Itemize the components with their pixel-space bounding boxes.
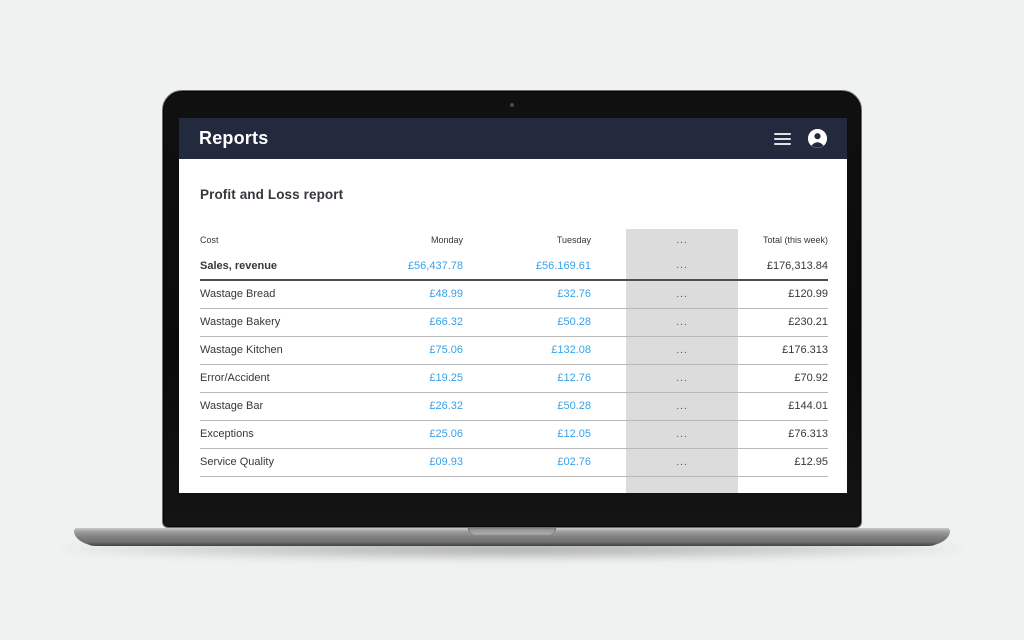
collapsed-cell: ... xyxy=(676,288,688,300)
cost-cell: Error/Accident xyxy=(200,372,270,384)
laptop-screen: Reports Profit and Loss report xyxy=(179,118,847,493)
table-row: Wastage Bar £26.32 £50.28 ... £144.01 xyxy=(200,392,828,420)
collapsed-cell: ... xyxy=(676,372,688,384)
header-actions xyxy=(774,129,827,148)
cost-cell: Wastage Bar xyxy=(200,400,264,412)
monday-cell: £56,437.78 xyxy=(407,259,463,272)
table-row: Exceptions £25.06 £12.05 ... £76.313 xyxy=(200,420,828,448)
tuesday-cell: £12.76 xyxy=(557,372,591,384)
report-page: Profit and Loss report Cost Monday Tuesd… xyxy=(179,159,847,493)
app-header: Reports xyxy=(179,118,847,159)
monday-cell: £66.32 xyxy=(429,316,463,328)
monday-cell: £75.06 xyxy=(429,344,463,356)
table-row: Wastage Bread £48.99 £32.76 ... £120.99 xyxy=(200,280,828,308)
hamburger-menu-icon[interactable] xyxy=(774,132,791,145)
cost-cell: Exceptions xyxy=(200,428,254,440)
table-row: Wastage Kitchen £75.06 £132.08 ... £176.… xyxy=(200,336,828,364)
collapsed-cell: ... xyxy=(676,456,688,468)
cost-cell: Wastage Bakery xyxy=(200,316,281,328)
collapsed-cell: ... xyxy=(676,428,688,440)
collapsed-cell: ... xyxy=(676,316,688,328)
table-row: Sales, revenue £56,437.78 £56.169.61 ...… xyxy=(200,252,828,280)
cost-cell: Sales, revenue xyxy=(200,259,278,272)
profit-loss-table: Cost Monday Tuesday ... Total (this week… xyxy=(200,228,828,477)
column-header-total: Total (this week) xyxy=(762,235,828,245)
cost-cell: Wastage Bread xyxy=(200,288,276,301)
cost-cell: Service Quality xyxy=(200,456,274,468)
laptop-base-notch xyxy=(468,528,556,535)
total-cell: £230.21 xyxy=(788,316,828,328)
monday-cell: £26.32 xyxy=(429,400,463,412)
tuesday-cell: £32.76 xyxy=(557,288,591,301)
collapsed-cell: ... xyxy=(676,400,688,412)
monday-cell: £25.06 xyxy=(429,428,463,440)
total-cell: £176.313 xyxy=(782,344,828,356)
total-cell: £120.99 xyxy=(788,288,828,301)
table-row: Error/Accident £19.25 £12.76 ... £70.92 xyxy=(200,364,828,392)
tuesday-cell: £12.05 xyxy=(557,428,591,440)
app-title: Reports xyxy=(199,128,269,148)
column-header-collapsed: ... xyxy=(676,234,688,246)
column-header-cost: Cost xyxy=(200,235,219,245)
tuesday-cell: £50.28 xyxy=(557,316,591,328)
page-title: Profit and Loss report xyxy=(200,187,344,202)
tuesday-cell: £02.76 xyxy=(557,456,591,468)
table-header-row: Cost Monday Tuesday ... Total (this week… xyxy=(200,228,828,252)
table-row: Service Quality £09.93 £02.76 ... £12.95 xyxy=(200,448,828,476)
total-cell: £76.313 xyxy=(788,428,828,440)
monday-cell: £09.93 xyxy=(429,456,463,468)
webcam-icon xyxy=(510,103,514,107)
tuesday-cell: £50.28 xyxy=(557,400,591,412)
tuesday-cell: £132.08 xyxy=(551,344,591,356)
collapsed-cell: ... xyxy=(676,260,688,271)
total-cell: £144.01 xyxy=(788,400,828,412)
total-cell: £176,313.84 xyxy=(766,259,828,272)
cost-cell: Wastage Kitchen xyxy=(200,344,283,356)
laptop-lid: Reports Profit and Loss report xyxy=(162,90,862,528)
column-header-tuesday: Tuesday xyxy=(556,235,591,245)
monday-cell: £19.25 xyxy=(429,372,463,384)
total-cell: £12.95 xyxy=(794,456,828,468)
column-header-monday: Monday xyxy=(430,235,463,245)
collapsed-cell: ... xyxy=(676,344,688,356)
table-row: Wastage Bakery £66.32 £50.28 ... £230.21 xyxy=(200,308,828,336)
monday-cell: £48.99 xyxy=(429,288,463,301)
tuesday-cell: £56.169.61 xyxy=(535,259,591,272)
total-cell: £70.92 xyxy=(794,372,828,384)
person-glyph xyxy=(808,129,827,148)
collapsed-columns-band xyxy=(626,229,738,493)
user-avatar-icon[interactable] xyxy=(808,129,827,148)
laptop-base xyxy=(74,528,950,546)
